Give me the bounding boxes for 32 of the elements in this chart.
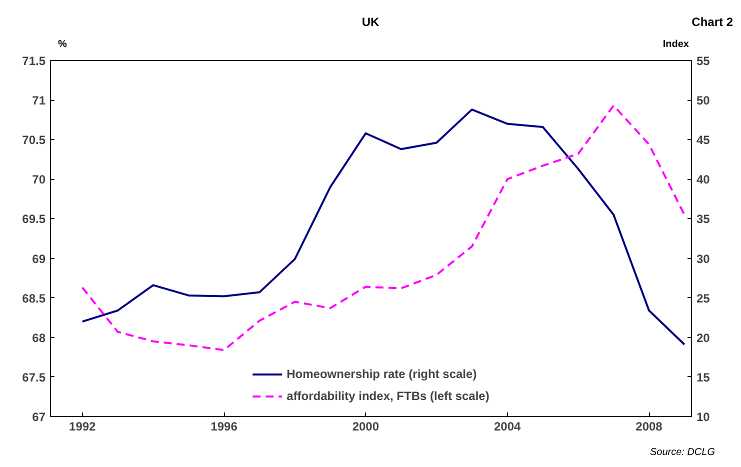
- source-note: Source: DCLG: [650, 446, 715, 460]
- y-tick-label: 69.5: [22, 212, 46, 226]
- legend-label: Homeownership rate (right scale): [286, 367, 477, 381]
- y-tick-label: 70: [32, 172, 46, 187]
- chart-title: UK: [362, 15, 380, 29]
- legend-label: affordability index, FTBs (left scale): [286, 389, 490, 403]
- y-tick-label: 68.5: [22, 291, 46, 306]
- y-tick-label: 67.5: [22, 370, 46, 384]
- y-tick-label: 71: [32, 94, 46, 108]
- y2-tick-label: 45: [696, 133, 710, 148]
- y-tick-label: 70.5: [22, 133, 46, 148]
- y2-tick-label: 40: [696, 172, 710, 187]
- y2-tick-label: 15: [696, 370, 710, 384]
- x-tick-label: 2008: [636, 420, 663, 434]
- y2-axis-title: Index: [662, 38, 689, 52]
- y2-tick-label: 10: [696, 410, 710, 424]
- y2-tick-label: 35: [696, 212, 710, 226]
- y2-tick-label: 50: [696, 94, 710, 108]
- y-axis-title: %: [58, 38, 67, 52]
- y2-tick-label: 30: [696, 252, 710, 266]
- y-tick-label: 71.5: [22, 54, 46, 68]
- y-tick-label: 69: [32, 252, 46, 266]
- x-tick-label: 1996: [210, 420, 238, 434]
- y-tick-label: 68: [32, 330, 46, 345]
- x-tick-label: 2004: [494, 420, 522, 434]
- y2-tick-label: 55: [696, 54, 710, 68]
- caption: Chart 2: [692, 14, 733, 31]
- x-tick-label: 2000: [352, 420, 380, 434]
- y2-tick-label: 20: [696, 330, 710, 345]
- y2-tick-label: 25: [696, 291, 710, 306]
- x-tick-label: 1992: [69, 420, 96, 434]
- y-tick-label: 67: [32, 410, 46, 424]
